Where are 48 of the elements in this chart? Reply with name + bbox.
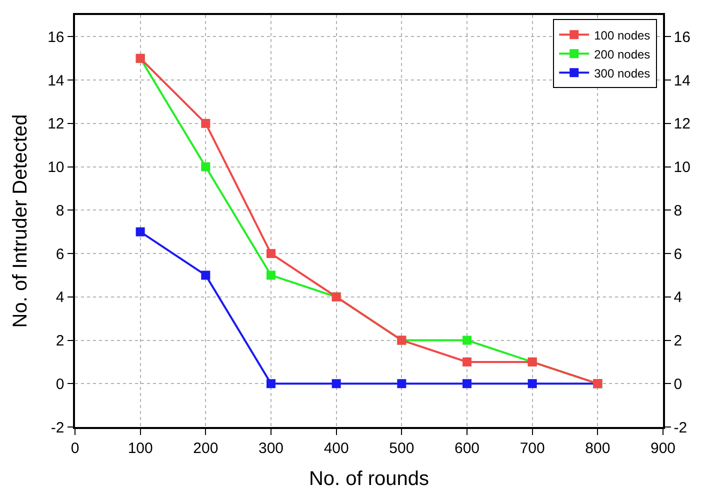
point	[201, 162, 210, 172]
x-tick-label: 500	[389, 440, 414, 457]
point	[266, 249, 276, 258]
y2-tick-label: 14	[674, 72, 690, 90]
y-tick-label: 0	[56, 376, 64, 393]
y-tick-label: 10	[48, 159, 64, 176]
legend-label: 300 nodes	[594, 66, 650, 80]
point	[201, 270, 210, 280]
x-tick-label: 800	[585, 440, 610, 457]
point	[462, 379, 472, 388]
y2-tick-label: 6	[674, 246, 682, 263]
point	[397, 379, 406, 388]
x-tick-label: 300	[258, 440, 284, 457]
y-tick-label: 8	[56, 202, 64, 220]
x-tick-label: 100	[128, 440, 153, 457]
x-tick-label: 600	[454, 440, 480, 457]
y2-tick-label: 12	[674, 116, 690, 133]
x-tick-label: 900	[650, 440, 676, 457]
y2-tick-label: 4	[674, 289, 682, 306]
y2-tick-label: -2	[674, 419, 688, 436]
x-axis-title: No. of rounds	[308, 468, 430, 490]
point	[528, 379, 537, 388]
point	[266, 270, 276, 280]
y-tick-label: 16	[48, 28, 64, 46]
point	[201, 118, 210, 128]
x-tick-label: 400	[324, 440, 349, 457]
point	[462, 357, 472, 366]
y-tick-label: -2	[50, 419, 64, 436]
y-tick-label: 2	[56, 332, 64, 350]
y-axis-title: No. of Intruder Detected	[10, 114, 32, 328]
point	[332, 379, 341, 388]
y-tick-label: 14	[48, 72, 64, 90]
y2-tick-label: 0	[674, 376, 682, 393]
y2-tick-label: 8	[674, 202, 682, 220]
y2-tick-label: 16	[674, 28, 690, 46]
y-tick-label: 4	[56, 289, 64, 306]
x-tick-label: 200	[193, 440, 218, 457]
point	[136, 227, 145, 236]
point	[462, 336, 472, 345]
y2-tick-label: 10	[674, 159, 690, 176]
y-tick-label: 6	[56, 246, 64, 263]
legend-label: 200 nodes	[594, 47, 650, 62]
y-tick-label: 12	[48, 116, 64, 133]
x-tick-label: 700	[520, 440, 545, 457]
point	[266, 379, 276, 388]
legend-label: 100 nodes	[594, 28, 650, 42]
x-tick-label: 0	[70, 440, 80, 457]
y2-tick-label: 2	[674, 332, 682, 350]
